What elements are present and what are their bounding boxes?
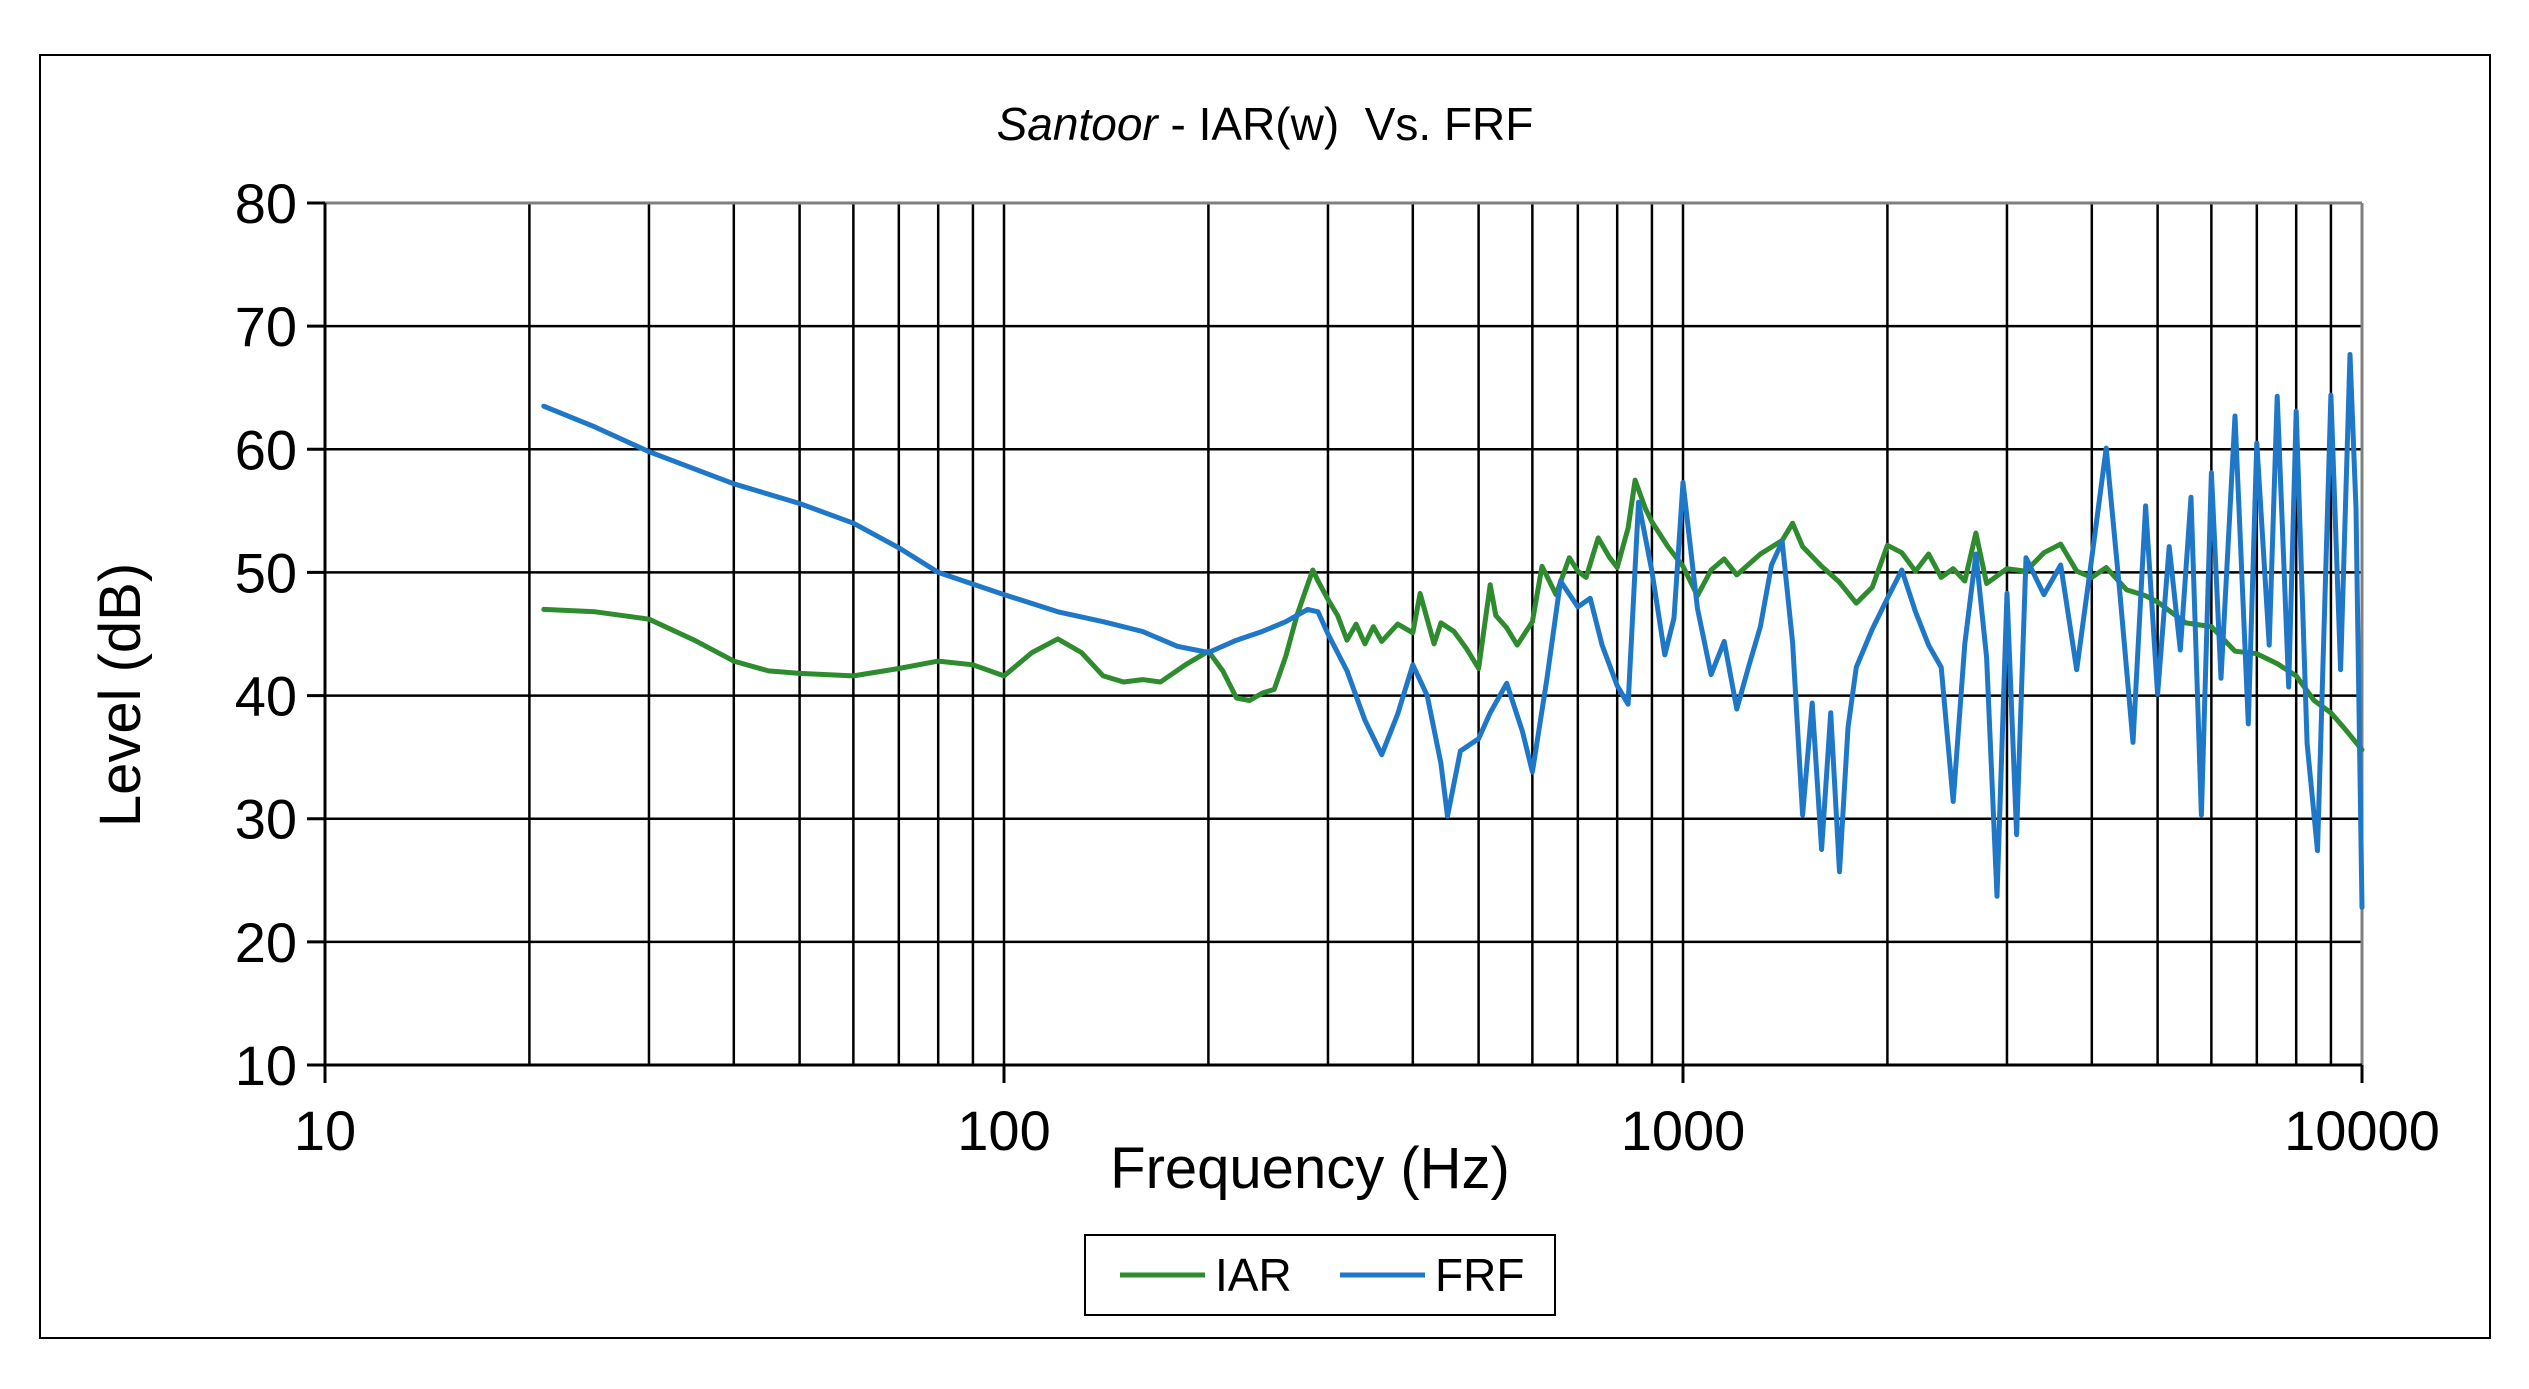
legend-label-frf: FRF bbox=[1435, 1249, 1524, 1301]
x-axis-label: Frequency (Hz) bbox=[1110, 1136, 1510, 1201]
series-line-frf bbox=[541, 352, 2365, 910]
y-tick-label: 80 bbox=[235, 172, 297, 235]
x-tick-label: 1000 bbox=[1621, 1099, 1746, 1162]
legend-label-iar: IAR bbox=[1215, 1249, 1292, 1301]
y-tick-label: 60 bbox=[235, 418, 297, 481]
y-tick-label: 20 bbox=[235, 911, 297, 974]
y-axis-label: Level (dB) bbox=[88, 563, 153, 827]
axis-layer: 10 20 30 40 50 60 70 80 10 100 1000 10000 bbox=[235, 172, 2440, 1162]
y-tick-label: 40 bbox=[235, 665, 297, 728]
chart-title-rest: - IAR(w) Vs. FRF bbox=[1158, 98, 1534, 150]
y-tick-label: 10 bbox=[235, 1034, 297, 1097]
chart-title-italic: Santoor bbox=[997, 98, 1160, 150]
chart-title: Santoor - IAR(w) Vs. FRF bbox=[997, 98, 1534, 150]
series-layer bbox=[541, 352, 2365, 910]
x-tick-label: 10000 bbox=[2284, 1099, 2440, 1162]
y-tick-label: 30 bbox=[235, 788, 297, 851]
x-tick-label: 100 bbox=[957, 1099, 1050, 1162]
y-tick-label: 50 bbox=[235, 541, 297, 604]
legend: IAR FRF bbox=[1084, 1234, 1556, 1316]
x-tick-label: 10 bbox=[294, 1099, 356, 1162]
y-tick-label: 70 bbox=[235, 295, 297, 358]
